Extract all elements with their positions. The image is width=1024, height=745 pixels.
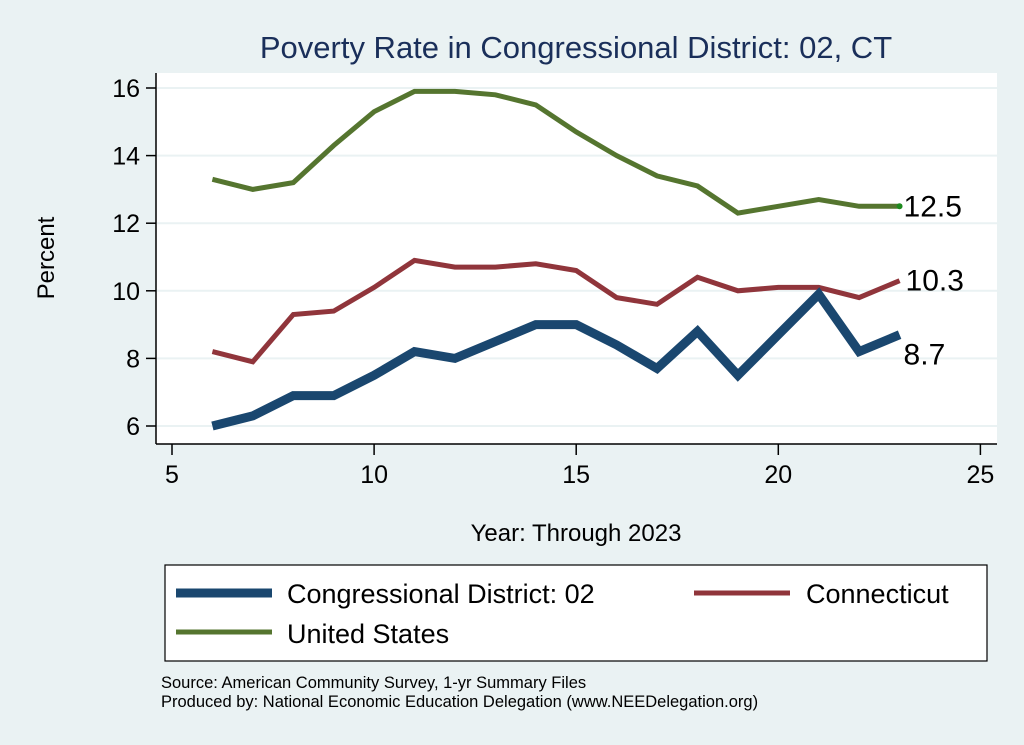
chart-title: Poverty Rate in Congressional District: … [260,30,892,65]
legend-label-united-states: United States [287,619,449,649]
x-axis-ticks: 5 10 15 20 25 [165,444,994,489]
y-tick-label: 12 [112,210,140,238]
legend: Congressional District: 02 Connecticut U… [164,564,988,662]
y-tick-label: 10 [112,278,140,306]
end-point-marker [896,203,903,210]
y-axis-title: Percent [33,216,60,299]
gridlines [157,87,997,427]
end-value-label: 10.3 [906,265,964,298]
y-tick-label: 14 [112,143,140,171]
legend-label-connecticut: Connecticut [806,579,949,609]
series-line-district [211,287,902,431]
x-tick-label: 10 [360,461,388,489]
x-axis-title: Year: Through 2023 [471,520,682,547]
end-value-label: 8.7 [904,339,946,372]
series-line-connecticut [211,257,901,365]
plot-area [156,73,997,444]
y-tick-label: 16 [112,75,140,103]
series-line-united-states [211,88,900,216]
x-tick-label: 20 [764,461,792,489]
y-tick-label: 8 [126,345,140,373]
x-tick-label: 5 [165,461,179,489]
x-tick-label: 25 [966,461,994,489]
x-tick-label: 15 [562,461,590,489]
producer-note: Produced by: National Economic Education… [161,693,758,711]
legend-label-district: Congressional District: 02 [287,579,595,609]
end-labels: 12.5 10.3 8.7 [904,190,964,371]
series-lines [211,88,903,431]
y-tick-label: 6 [126,413,140,441]
y-axis-ticks: 6 8 10 12 14 16 [112,75,156,441]
end-value-label: 12.5 [904,190,962,223]
source-note: Source: American Community Survey, 1-yr … [161,674,586,692]
legend-box [164,564,988,662]
